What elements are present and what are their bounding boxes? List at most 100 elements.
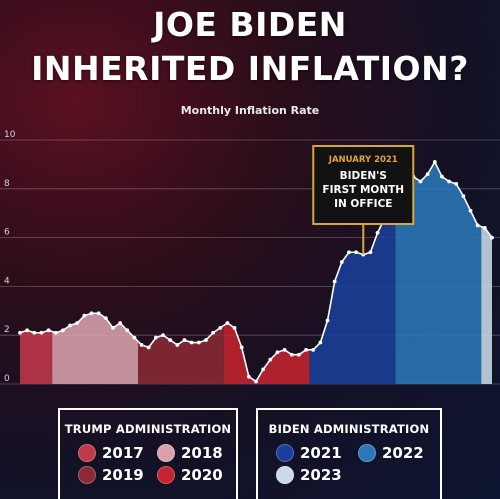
y-tick-label: 6: [4, 228, 10, 238]
data-point: [82, 313, 87, 318]
legend-biden: BIDEN ADMINISTRATION 2021 2022 2023: [256, 408, 442, 499]
data-point: [354, 250, 359, 255]
data-point: [440, 174, 444, 179]
data-point: [103, 316, 108, 321]
data-point: [339, 260, 344, 264]
y-tick-label: 10: [4, 130, 16, 140]
data-point: [282, 347, 287, 352]
data-point: [46, 328, 51, 333]
data-point: [189, 340, 194, 345]
annotation-text: IN OFFICE: [334, 198, 392, 210]
data-point: [482, 225, 487, 230]
data-point: [332, 279, 337, 284]
data-point: [246, 374, 251, 379]
data-point: [425, 172, 430, 177]
data-point: [139, 343, 144, 347]
data-point: [318, 340, 323, 345]
data-point: [297, 352, 301, 357]
annotation-box: [312, 145, 415, 225]
data-point: [311, 347, 316, 352]
data-point: [75, 321, 80, 325]
legend-trump-title: TRUMP ADMINISTRATION: [64, 422, 232, 436]
data-point: [447, 179, 451, 184]
data-point: [418, 179, 423, 184]
data-point: [347, 250, 351, 255]
legend-trump-item-2020: 2020: [157, 466, 236, 484]
data-point: [132, 335, 137, 340]
annotation-text: FIRST MONTH: [322, 184, 404, 196]
data-point: [375, 230, 380, 235]
legend-swatch: [78, 466, 96, 484]
legend-trump-item-2017: 2017: [78, 444, 157, 462]
data-point: [268, 357, 273, 362]
legend-label: 2020: [181, 466, 223, 484]
y-tick-label: 4: [4, 276, 10, 286]
legend-label: 2023: [300, 466, 342, 484]
legend-swatch: [358, 444, 376, 462]
data-point: [89, 311, 94, 316]
legend-biden-title: BIDEN ADMINISTRATION: [268, 422, 430, 436]
legend-swatch: [276, 444, 294, 462]
data-point: [225, 321, 230, 325]
data-point: [275, 350, 280, 355]
y-tick-label: 0: [4, 374, 10, 384]
data-point: [490, 235, 494, 240]
data-point: [53, 330, 58, 335]
data-point: [325, 318, 330, 323]
data-point: [211, 330, 215, 335]
data-point: [25, 328, 30, 333]
area-2023: [481, 226, 492, 384]
legend-swatch: [78, 444, 96, 462]
data-point: [218, 325, 223, 330]
legend-biden-items: 2021 2022 2023: [258, 444, 440, 484]
area-2019: [138, 325, 224, 384]
data-point: [182, 338, 187, 342]
data-point: [239, 345, 244, 350]
title-line-1: JOE BIDEN: [153, 5, 347, 44]
y-tick-label: 8: [4, 179, 10, 189]
inflation-chart: 0 2 4 6 8 10 JANUARY 2021 BIDEN'S FIRST MONTH IN …: [0, 130, 500, 385]
data-point: [146, 345, 151, 350]
area-2021: [309, 207, 396, 384]
data-point: [39, 330, 44, 335]
legend-trump-item-2019: 2019: [78, 466, 157, 484]
data-point: [432, 160, 437, 164]
legend-biden-item-2023: 2023: [276, 466, 358, 484]
data-point: [18, 330, 22, 335]
data-point: [96, 311, 101, 316]
data-point: [32, 330, 37, 335]
data-point: [304, 347, 308, 352]
data-point: [368, 250, 373, 255]
data-point: [153, 335, 158, 340]
data-point: [111, 325, 115, 330]
legend-biden-item-2021: 2021: [276, 444, 358, 462]
data-point: [175, 343, 180, 347]
data-point: [254, 379, 258, 384]
data-point: [261, 367, 266, 372]
area-2018: [52, 313, 138, 384]
data-point: [289, 352, 294, 357]
y-tick-label: 2: [4, 325, 10, 335]
data-point: [454, 182, 459, 186]
annotation-date: JANUARY 2021: [328, 155, 398, 165]
legend-label: 2022: [382, 444, 424, 462]
data-point: [161, 333, 165, 338]
annotation-text: BIDEN'S: [340, 170, 387, 182]
area-2020: [223, 323, 310, 384]
area-2022: [395, 161, 482, 384]
data-point: [461, 194, 466, 199]
data-point: [232, 325, 237, 330]
data-point: [468, 208, 473, 213]
legend-swatch: [276, 466, 294, 484]
legend-swatch: [157, 466, 175, 484]
legend-label: 2021: [300, 444, 342, 462]
data-point: [118, 321, 123, 325]
data-point: [125, 328, 130, 333]
data-point: [196, 340, 201, 345]
legend-biden-item-2022: 2022: [358, 444, 440, 462]
legend-trump: TRUMP ADMINISTRATION 2017 2018 2019 2020: [58, 408, 238, 499]
legend-trump-item-2018: 2018: [157, 444, 236, 462]
data-point: [204, 338, 208, 342]
legend-label: 2019: [102, 466, 144, 484]
legend-trump-items: 2017 2018 2019 2020: [60, 444, 236, 484]
